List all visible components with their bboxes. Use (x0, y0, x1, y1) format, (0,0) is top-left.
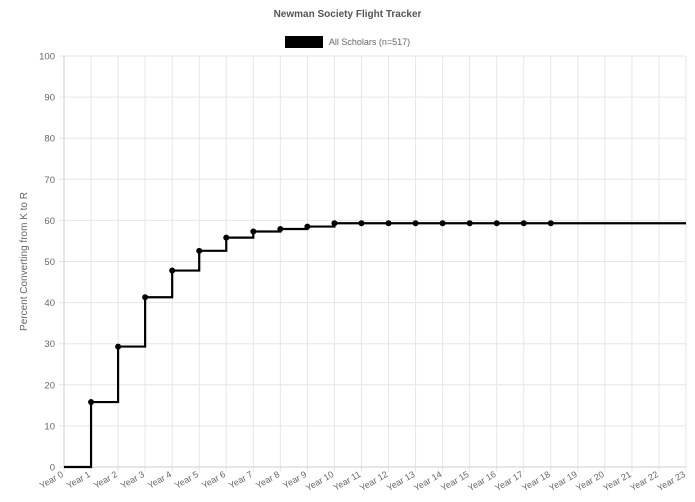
data-point (277, 226, 284, 233)
y-tick-label: 80 (44, 134, 55, 145)
y-tick-label: 60 (44, 216, 55, 227)
data-point (439, 220, 446, 227)
x-tick-label: Year 17 (493, 469, 525, 493)
x-tick-label: Year 15 (439, 469, 471, 493)
x-tick-label: Year 16 (466, 469, 498, 493)
series-line (64, 222, 686, 469)
y-tick-label: 20 (44, 380, 55, 391)
x-tick-label: Year 12 (358, 469, 390, 493)
x-tick-label: Year 14 (412, 469, 444, 493)
y-tick-label: 30 (44, 339, 55, 350)
data-point (142, 294, 149, 301)
y-tick-label: 70 (44, 175, 55, 186)
y-tick-label: 100 (39, 52, 55, 63)
x-tick-label: Year 19 (547, 469, 579, 493)
data-point (547, 220, 554, 227)
y-tick-label: 50 (44, 257, 55, 268)
y-tick-label: 0 (50, 463, 55, 474)
legend[interactable]: All Scholars (n=517) (0, 36, 695, 48)
y-tick-label: 40 (44, 298, 55, 309)
legend-swatch[interactable] (284, 36, 323, 48)
y-tick-label: 10 (44, 421, 55, 432)
x-tick-label: Year 3 (119, 469, 146, 491)
x-tick-label: Year 20 (574, 469, 606, 493)
legend-label[interactable]: All Scholars (n=517) (328, 37, 411, 47)
chart-title: Newman Society Flight Tracker (273, 9, 422, 20)
x-tick-label: Year 8 (254, 469, 281, 491)
x-tick-label: Year 9 (281, 469, 308, 491)
data-point (88, 399, 95, 406)
data-point (466, 220, 473, 227)
x-tick-label: Year 4 (146, 469, 173, 491)
data-point (115, 343, 122, 350)
data-point (196, 247, 203, 254)
y-axis-label: Percent Converting from K to R (19, 192, 30, 331)
x-tick-label: Year 22 (628, 469, 660, 493)
x-tick-label: Year 2 (92, 469, 119, 491)
x-tick-label: Year 5 (173, 469, 200, 491)
data-point (493, 220, 500, 227)
data-point (250, 228, 257, 235)
x-tick-label: Year 13 (385, 469, 417, 493)
x-tick-label: Year 1 (65, 469, 92, 491)
data-point (331, 220, 338, 227)
data-point (520, 220, 527, 227)
data-point (385, 220, 392, 227)
x-tick-label: Year 6 (200, 469, 227, 491)
data-point (358, 220, 365, 227)
x-tick-label: Year 7 (227, 469, 254, 491)
data-point (223, 234, 230, 241)
x-tick-label: Year 11 (331, 469, 362, 493)
x-tick-label: Year 21 (601, 469, 633, 493)
x-tick-label: Year 18 (520, 469, 552, 493)
x-tick-label: Year 10 (304, 469, 336, 493)
x-tick-label: Year 23 (655, 469, 687, 493)
data-point (412, 220, 419, 227)
data-point (169, 267, 176, 274)
y-tick-label: 90 (44, 93, 55, 104)
data-point (304, 223, 311, 230)
